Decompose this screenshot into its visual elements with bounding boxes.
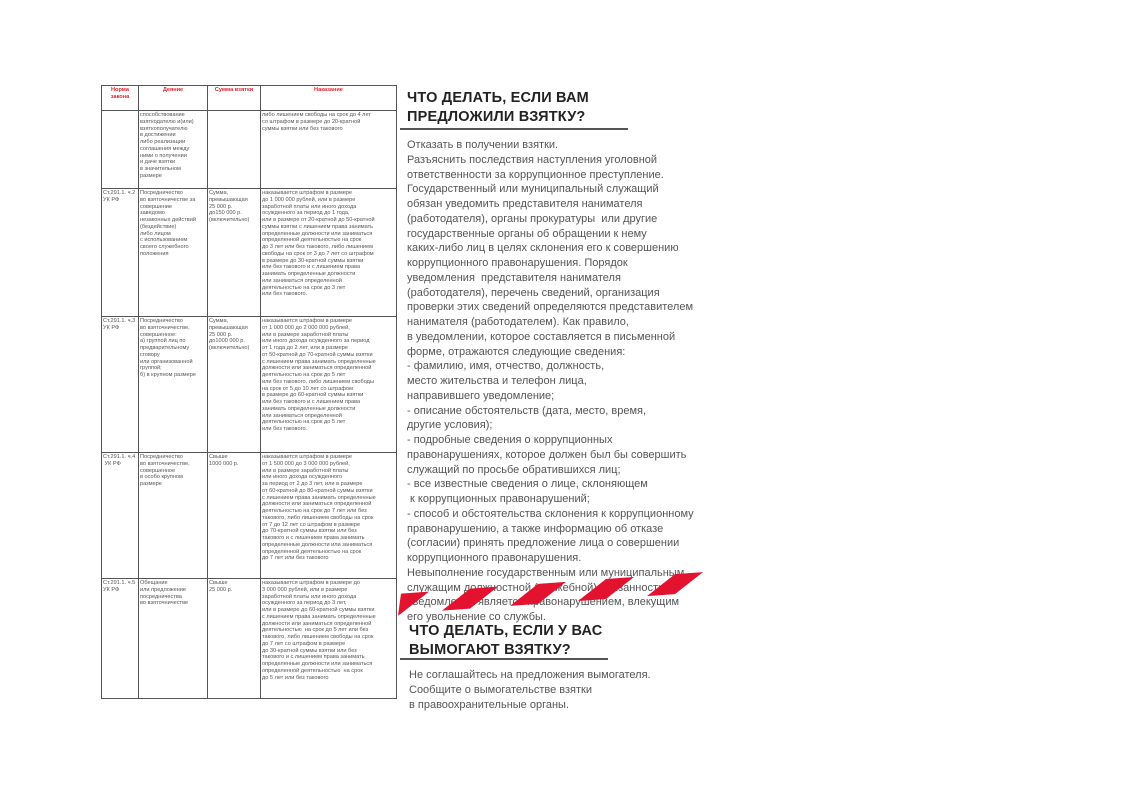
cell-norm: Ст.291.1. ч.2 УК РФ (101, 188, 139, 317)
section1-title-line2: ПРЕДЛОЖИЛИ ВЗЯТКУ? (407, 109, 586, 125)
cell-text: Ст.291.1. ч.2 УК РФ (103, 190, 136, 203)
cell-norm (101, 110, 139, 189)
cell-text: Ст.291.1. ч.5 УК РФ (103, 580, 136, 593)
cell-text: наказывается штрафом в размере до 1 000 … (262, 190, 375, 298)
cell-text: Обещание или предложение посредничества … (140, 580, 189, 607)
stripe (510, 581, 566, 606)
cell-text: либо лишением свободы на срок до 4 лет с… (262, 112, 371, 132)
cell-act: Обещание или предложение посредничества … (138, 578, 208, 699)
cell-text: наказывается штрафом в размере до 3 000 … (262, 580, 376, 681)
warning-stripes (398, 572, 703, 616)
section1-title-line1: ЧТО ДЕЛАТЬ, ЕСЛИ ВАМ (407, 90, 589, 106)
stripe (442, 586, 498, 611)
table-row: Ст.291.1. ч.5 УК РФ Обещание или предложе… (101, 578, 397, 699)
table-row: Ст.291.1. ч.2 УК РФ Посредничество во взя… (101, 188, 397, 317)
cell-text: Ст.291.1. ч.3 УК РФ (103, 318, 136, 331)
cell-punishment: наказывается штрафом в размере до 1 000 … (260, 188, 397, 317)
header-sum: Сумма взятки (207, 85, 261, 111)
cell-punishment: либо лишением свободы на срок до 4 лет с… (260, 110, 397, 189)
section-extorted-bribe: ЧТО ДЕЛАТЬ, ЕСЛИ У ВАС ВЫМОГАЮТ ВЗЯТКУ? (409, 622, 602, 660)
section1-underline (400, 128, 628, 130)
cell-act: Посредничество во взяточничестве за сове… (138, 188, 208, 317)
cell-sum: Свыше 1000 000 р. (207, 452, 261, 579)
section-offered-bribe: ЧТО ДЕЛАТЬ, ЕСЛИ ВАМ ПРЕДЛОЖИЛИ ВЗЯТКУ? (407, 89, 589, 127)
cell-text: Посредничество во взяточничестве, соверш… (140, 318, 196, 378)
header-act: Деяние (138, 85, 208, 111)
cell-sum: Свыше 25 000 р. (207, 578, 261, 699)
table-row: способствование взяткодателю и(или) взят… (101, 110, 397, 189)
stripe (647, 572, 703, 597)
cell-punishment: наказывается штрафом в размере от 1 000 … (260, 316, 397, 453)
cell-punishment: наказывается штрафом в размере до 3 000 … (260, 578, 397, 699)
section2-underline (400, 658, 608, 660)
header-punishment: Наказание (260, 85, 397, 111)
cell-norm: Ст.291.1. ч.4 УК РФ (101, 452, 139, 579)
cell-text: Сумма, превышающая 25 000 р. до150 000 р… (209, 190, 250, 223)
cell-sum (207, 110, 261, 189)
stripe (398, 591, 429, 616)
cell-text: Сумма, превышающая 25 000 р. до1000 000 … (209, 318, 250, 351)
cell-norm: Ст.291.1. ч.3 УК РФ (101, 316, 139, 453)
cell-text: способствование взяткодателю и(или) взят… (140, 112, 194, 179)
stripe (578, 577, 634, 602)
cell-act: Посредничество во взяточничестве, соверш… (138, 452, 208, 579)
section2-body: Не соглашайтесь на предложения вымогател… (409, 669, 651, 711)
table-row: Ст.291.1. ч.4 УК РФ Посредничество во взя… (101, 452, 397, 579)
header-norm: Норма закона (101, 85, 139, 111)
cell-text: наказывается штрафом в размере от 1 000 … (262, 318, 376, 432)
cell-text: Посредничество во взяточничестве за сове… (140, 190, 197, 257)
penalty-table: Норма закона Деяние Сумма взятки Наказан… (101, 85, 397, 699)
cell-text: Посредничество во взяточничестве, соверш… (140, 454, 190, 487)
cell-text: Свыше 25 000 р. (209, 580, 233, 593)
cell-punishment: наказывается штрафом в размере от 1 500 … (260, 452, 397, 579)
table-row: Ст.291.1. ч.3 УК РФ Посредничество во взя… (101, 316, 397, 453)
cell-norm: Ст.291.1. ч.5 УК РФ (101, 578, 139, 699)
cell-sum: Сумма, превышающая 25 000 р. до150 000 р… (207, 188, 261, 317)
section2-title-line1: ЧТО ДЕЛАТЬ, ЕСЛИ У ВАС (409, 623, 603, 639)
table-header-row: Норма закона Деяние Сумма взятки Наказан… (101, 85, 397, 111)
cell-sum: Сумма, превышающая 25 000 р. до1000 000 … (207, 316, 261, 453)
section2-title-line2: ВЫМОГАЮТ ВЗЯТКУ? (409, 642, 571, 658)
cell-act: способствование взяткодателю и(или) взят… (138, 110, 208, 189)
cell-act: Посредничество во взяточничестве, соверш… (138, 316, 208, 453)
cell-text: Свыше 1000 000 р. (209, 454, 239, 467)
cell-text: наказывается штрафом в размере от 1 500 … (262, 454, 376, 562)
cell-text: Ст.291.1. ч.4 УК РФ (103, 454, 136, 467)
section1-body: Отказать в получении взятки. Разъяснить … (407, 139, 694, 623)
